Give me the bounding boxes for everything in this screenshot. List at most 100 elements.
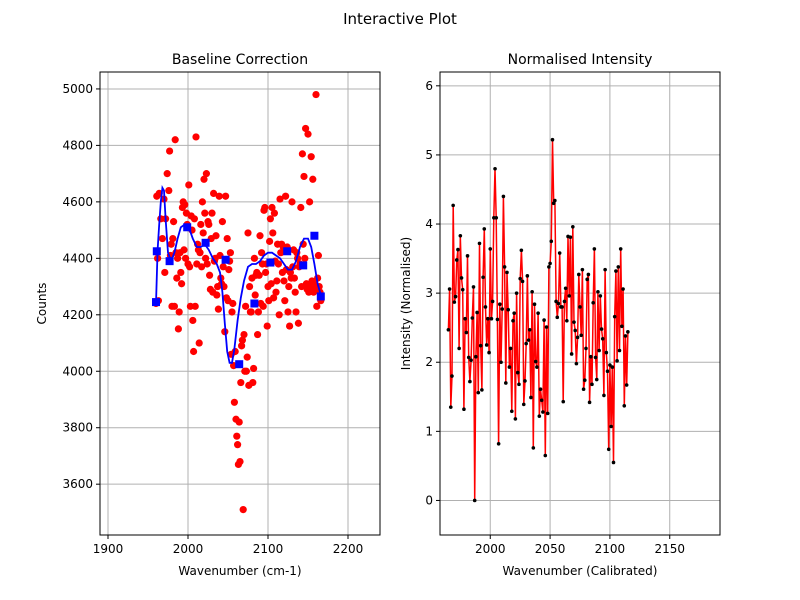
- scatter-point: [286, 322, 294, 330]
- intensity-point: [488, 247, 493, 251]
- intensity-point: [476, 390, 481, 395]
- baseline-xtick-label: 2100: [253, 542, 284, 556]
- intensity-point: [565, 318, 569, 323]
- intensity-point: [591, 301, 595, 305]
- baseline-xtick-label: 2000: [173, 542, 204, 556]
- intensity-point: [593, 355, 598, 360]
- baseline-anchor-marker[interactable]: [165, 257, 174, 266]
- intensity-point: [499, 360, 503, 365]
- intensity-point: [605, 369, 610, 374]
- intensity-axes-frame: [439, 71, 721, 536]
- scatter-point: [238, 336, 246, 344]
- scatter-point: [161, 268, 169, 277]
- scatter-point: [190, 215, 198, 223]
- scatter-point: [208, 209, 216, 217]
- baseline-ytick-label: 3800: [62, 421, 93, 435]
- scatter-point: [290, 274, 298, 282]
- plot-normalised-intensity[interactable]: 2000 2050 2100 2150 0 1 2 3 4 5 6 Normalised Intens…: [399, 52, 721, 578]
- scatter-point: [200, 175, 208, 183]
- scatter-point: [307, 153, 315, 161]
- intensity-point: [538, 387, 543, 391]
- baseline-ylabel: Counts: [35, 283, 49, 325]
- intensity-point: [450, 374, 454, 378]
- scatter-point: [189, 316, 197, 325]
- scatter-point: [163, 170, 171, 178]
- intensity-point: [517, 382, 521, 387]
- baseline-anchor-marker[interactable]: [316, 292, 325, 301]
- intensity-point: [466, 355, 471, 360]
- intensity-point: [590, 382, 594, 387]
- intensity-point: [502, 265, 507, 269]
- intensity-ytick-label: 0: [425, 493, 433, 507]
- baseline-anchor-marker[interactable]: [221, 255, 230, 264]
- intensity-point: [446, 327, 451, 332]
- intensity-point: [457, 346, 461, 351]
- scatter-point: [294, 319, 302, 327]
- intensity-point: [489, 316, 494, 321]
- intensity-point: [529, 395, 533, 400]
- baseline-anchor-marker[interactable]: [250, 299, 259, 308]
- scatter-point: [190, 347, 198, 356]
- intensity-point: [615, 359, 619, 363]
- intensity-point: [606, 447, 611, 452]
- intensity-point: [456, 247, 460, 252]
- scatter-point: [199, 229, 207, 237]
- intensity-point: [544, 325, 549, 329]
- scatter-point: [170, 218, 178, 226]
- scatter-point: [229, 299, 237, 308]
- scatter-point: [251, 291, 259, 299]
- scatter-point: [191, 302, 199, 310]
- intensity-point: [582, 378, 587, 383]
- intensity-point: [569, 352, 574, 356]
- intensity-point: [504, 381, 508, 385]
- baseline-ytick-label: 4000: [62, 364, 93, 378]
- scatter-point: [239, 505, 247, 514]
- intensity-point: [577, 272, 581, 277]
- intensity-point: [515, 370, 520, 375]
- baseline-anchor-marker[interactable]: [235, 360, 244, 369]
- intensity-xtick-label: 2150: [654, 542, 685, 556]
- intensity-ytick-label: 3: [425, 286, 433, 300]
- scatter-point: [165, 186, 173, 195]
- baseline-anchor-marker[interactable]: [310, 231, 319, 240]
- baseline-anchor-marker[interactable]: [183, 223, 192, 232]
- scatter-point: [259, 302, 267, 310]
- scatter-point: [240, 330, 248, 339]
- baseline-anchor-marker[interactable]: [201, 238, 210, 247]
- intensity-ylabel: Intensity (Normalised): [399, 237, 413, 370]
- scatter-point: [254, 308, 262, 316]
- scatter-point: [282, 192, 290, 200]
- intensity-point: [578, 305, 582, 309]
- baseline-anchor-marker[interactable]: [152, 298, 160, 307]
- scatter-point: [198, 263, 206, 271]
- scatter-point: [288, 198, 296, 206]
- intensity-point: [478, 343, 483, 348]
- scatter-point: [236, 457, 244, 466]
- intensity-point: [557, 251, 562, 255]
- baseline-anchor-marker[interactable]: [152, 247, 161, 256]
- plot-baseline-correction[interactable]: 1900 2000 2100 2200 3600 3800 4000 4200 4400 4600…: [35, 52, 381, 578]
- scatter-point: [301, 254, 309, 262]
- scatter-point: [230, 398, 238, 406]
- intensity-point: [527, 327, 532, 332]
- intensity-point: [561, 399, 566, 404]
- scatter-point: [206, 271, 214, 279]
- baseline-anchor-marker[interactable]: [283, 247, 292, 256]
- baseline-anchor-marker[interactable]: [299, 261, 308, 270]
- intensity-point: [621, 287, 625, 291]
- intensity-point: [513, 417, 518, 421]
- scatter-point: [300, 172, 308, 181]
- scatter-point: [203, 260, 211, 268]
- intensity-point: [481, 275, 485, 280]
- intensity-point: [592, 247, 597, 251]
- scatter-point: [233, 432, 241, 440]
- scatter-point: [181, 201, 189, 209]
- intensity-point: [452, 300, 457, 304]
- intensity-point: [581, 387, 586, 391]
- intensity-point: [511, 318, 515, 323]
- intensity-point: [620, 324, 624, 329]
- scatter-point: [198, 198, 206, 206]
- intensity-point: [586, 272, 591, 277]
- baseline-anchor-marker[interactable]: [266, 258, 275, 267]
